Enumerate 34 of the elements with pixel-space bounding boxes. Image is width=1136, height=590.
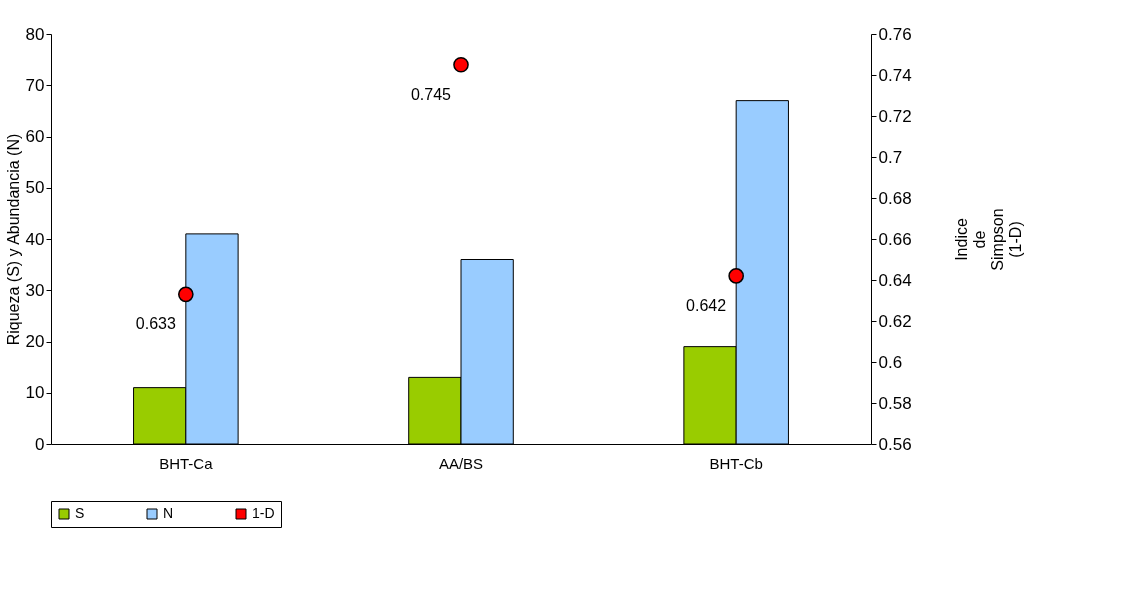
- y2-axis-title: Indice de Simpson (1-D): [952, 208, 1024, 271]
- point: [728, 268, 744, 284]
- x-tick-label: BHT-Ca: [159, 454, 214, 472]
- y-tick-label: 60: [25, 127, 45, 146]
- data-label: 0.745: [410, 85, 452, 103]
- legend-label: S: [75, 505, 85, 521]
- y-tick-label: 50: [25, 178, 45, 198]
- y2-tick-label: 0.56: [878, 434, 912, 454]
- y2-tick-label: 0.68: [878, 188, 912, 208]
- y-tick-label: 0: [35, 434, 45, 454]
- y2-tick-label: 0.62: [878, 311, 912, 331]
- point: [453, 56, 469, 73]
- y-tick-label: 20: [25, 332, 45, 351]
- legend-label: N: [163, 505, 174, 521]
- y-tick-label: 70: [25, 75, 45, 95]
- y2-tick-label: 0.72: [878, 106, 912, 126]
- y2-tick-label: 0.7: [878, 147, 903, 167]
- y-tick-label: 80: [25, 24, 45, 44]
- data-label: 0.633: [135, 315, 176, 333]
- y2-tick-label: 0.66: [878, 229, 912, 249]
- y2-tick-label: 0.64: [878, 270, 912, 290]
- y2-tick-label: 0.76: [878, 24, 912, 44]
- y-axis-title: Riqueza (S) y Abundancia (N): [4, 133, 22, 346]
- y2-tick-label: 0.74: [878, 65, 912, 85]
- y-tick-label: 10: [25, 383, 45, 403]
- point: [178, 286, 194, 303]
- y2-tick-label: 0.6: [878, 352, 903, 372]
- x-tick-label: AA/BS: [438, 454, 484, 472]
- legend-label: 1-D: [252, 505, 275, 521]
- y2-tick-label: 0.58: [878, 393, 912, 413]
- y-tick-label: 30: [25, 280, 45, 300]
- y-tick-label: 40: [25, 229, 45, 249]
- data-label: 0.642: [686, 296, 727, 314]
- x-tick-label: BHT-Cb: [709, 454, 763, 472]
